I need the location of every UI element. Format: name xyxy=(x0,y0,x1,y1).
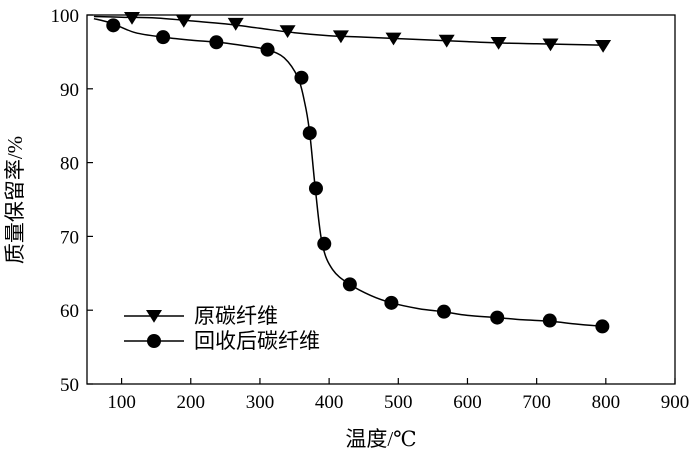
series-2-marker xyxy=(156,30,171,45)
series-2-marker xyxy=(342,277,357,292)
series-2-marker xyxy=(542,313,557,328)
x-tick-label: 600 xyxy=(453,392,482,413)
y-tick-label: 100 xyxy=(51,6,80,27)
series-2-marker xyxy=(436,304,451,319)
x-tick-label: 500 xyxy=(384,392,413,413)
x-tick-label: 700 xyxy=(522,392,551,413)
series-1-marker xyxy=(595,40,612,53)
x-tick-label: 400 xyxy=(315,392,344,413)
legend-label-1: 原碳纤维 xyxy=(194,304,278,328)
y-tick-label: 90 xyxy=(60,80,79,101)
series-1-marker xyxy=(175,14,192,28)
series-1-marker xyxy=(124,12,140,25)
legend-label-2: 回收后碳纤维 xyxy=(194,329,320,353)
series-1-marker xyxy=(385,32,402,46)
series-2-marker xyxy=(260,42,275,57)
series-2-marker xyxy=(209,35,224,50)
y-tick-label: 50 xyxy=(60,375,79,396)
x-tick-label: 300 xyxy=(246,392,275,413)
series-2-marker xyxy=(384,295,399,310)
x-axis-title: 温度/℃ xyxy=(345,427,416,451)
series-line-1 xyxy=(93,15,606,47)
x-tick-label: 100 xyxy=(107,392,136,413)
series-2-marker xyxy=(595,319,610,334)
series-2-marker xyxy=(106,18,121,33)
y-tick-label: 80 xyxy=(60,154,79,175)
legend-marker-2 xyxy=(147,334,161,348)
y-axis-title: 质量保留率/% xyxy=(3,136,27,264)
plot-frame xyxy=(86,14,676,385)
series-1-marker xyxy=(332,30,349,44)
x-tick-label: 900 xyxy=(661,392,690,413)
legend-marker-1 xyxy=(146,310,162,323)
series-1-marker xyxy=(227,17,244,31)
axis-ticks: 100 200 300 400 500 600 700 800 900 50 60 70 80 90 100 xyxy=(51,6,690,413)
series-1-marker xyxy=(490,37,507,50)
series-1-marker xyxy=(542,38,559,52)
x-tick-label: 800 xyxy=(592,392,621,413)
series-2-marker xyxy=(294,70,309,85)
series-markers xyxy=(106,12,612,334)
series-2-marker xyxy=(302,126,317,141)
y-tick-label: 60 xyxy=(60,301,79,322)
series-1-marker xyxy=(279,25,296,38)
series-1-marker xyxy=(438,34,455,48)
series-2-marker xyxy=(317,236,332,251)
y-tick-label: 70 xyxy=(60,227,79,248)
series-2-marker xyxy=(490,310,505,325)
series-2-marker xyxy=(308,181,323,196)
x-tick-label: 200 xyxy=(177,392,206,413)
